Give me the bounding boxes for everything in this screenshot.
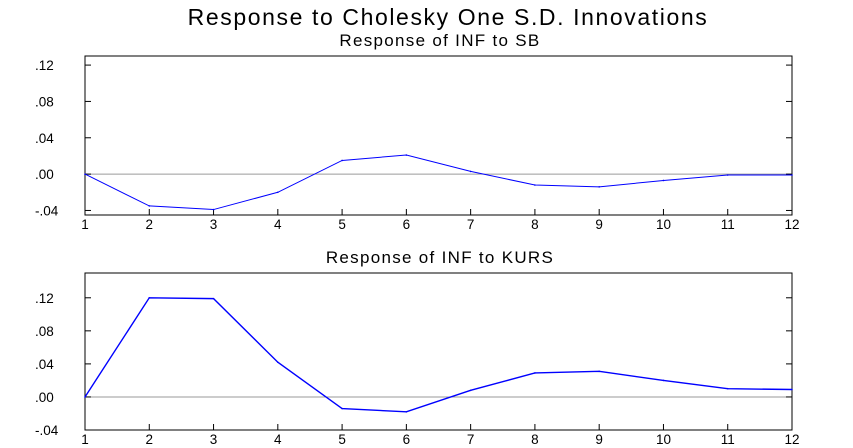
x-tick-label: 12: [784, 432, 799, 447]
data-point: [469, 389, 472, 392]
data-point: [662, 179, 665, 182]
data-point: [212, 208, 215, 211]
x-tick-label: 8: [531, 432, 539, 447]
data-point: [277, 191, 279, 194]
x-tick-label: 9: [595, 217, 603, 232]
x-tick-label: 1: [81, 432, 89, 447]
data-point: [148, 205, 151, 207]
x-tick-label: 3: [210, 217, 218, 232]
x-tick-label: 6: [403, 217, 411, 232]
y-tick-label: .08: [35, 94, 54, 109]
data-point: [469, 170, 472, 173]
data-point: [726, 174, 729, 176]
data-point: [84, 173, 86, 175]
data-point: [405, 411, 408, 413]
y-tick-label: .08: [35, 324, 54, 339]
data-point: [405, 154, 408, 156]
x-tick-label: 11: [721, 217, 735, 232]
x-tick-label: 2: [146, 432, 154, 447]
data-point: [84, 396, 86, 398]
panel-inf-to-sb: .12.08.04.00-.041 2 3 4 5 6 7 8 9 10 11 12: [35, 55, 800, 232]
x-tick-label: 5: [338, 432, 346, 447]
data-point: [598, 370, 600, 373]
y-tick-label: .00: [35, 167, 54, 182]
x-tick-label: 4: [274, 217, 282, 232]
data-point: [341, 159, 343, 162]
y-tick-label: .04: [35, 131, 54, 146]
y-tick-label: .00: [35, 390, 54, 405]
data-point: [534, 372, 536, 374]
data-point: [662, 379, 665, 382]
y-tick-label: -.04: [35, 203, 59, 218]
panel-2-title: Response of INF to KURS: [326, 248, 554, 267]
panel-inf-to-kurs: .12.08.04.00-.041 2 3 4 5 6 7 8 9 10 11 12: [35, 272, 800, 447]
panel-1-title: Response of INF to SB: [339, 31, 540, 50]
x-tick-label: 8: [531, 217, 539, 232]
x-tick-label: 11: [721, 432, 735, 447]
x-tick-label: 2: [146, 217, 154, 232]
data-point: [791, 174, 793, 176]
x-tick-label: 6: [403, 432, 411, 447]
x-tick-label: 4: [274, 432, 282, 447]
data-point: [148, 296, 151, 299]
y-tick-label: -.04: [35, 423, 59, 438]
plot-frame: [84, 55, 793, 216]
data-point: [534, 184, 536, 186]
series-line: [84, 297, 793, 413]
y-tick-label: .04: [35, 357, 54, 372]
data-point: [726, 387, 729, 390]
data-point: [598, 186, 600, 188]
x-tick-label: 10: [656, 217, 671, 232]
x-tick-label: 7: [467, 432, 475, 447]
data-point: [341, 407, 343, 410]
x-tick-label: 1: [81, 217, 89, 232]
x-tick-label: 5: [338, 217, 346, 232]
y-tick-label: .12: [35, 58, 54, 73]
x-tick-label: 3: [210, 432, 218, 447]
figure-title: Response to Cholesky One S.D. Innovation…: [188, 4, 709, 30]
series-line: [84, 154, 792, 211]
data-point: [791, 388, 793, 391]
x-tick-label: 9: [595, 432, 603, 447]
data-point: [212, 297, 215, 300]
plot-frame: [84, 272, 793, 431]
x-tick-label: 12: [784, 217, 799, 232]
x-tick-label: 7: [467, 217, 475, 232]
data-point: [277, 361, 279, 364]
x-tick-label: 10: [656, 432, 671, 447]
y-tick-label: .12: [35, 291, 54, 306]
